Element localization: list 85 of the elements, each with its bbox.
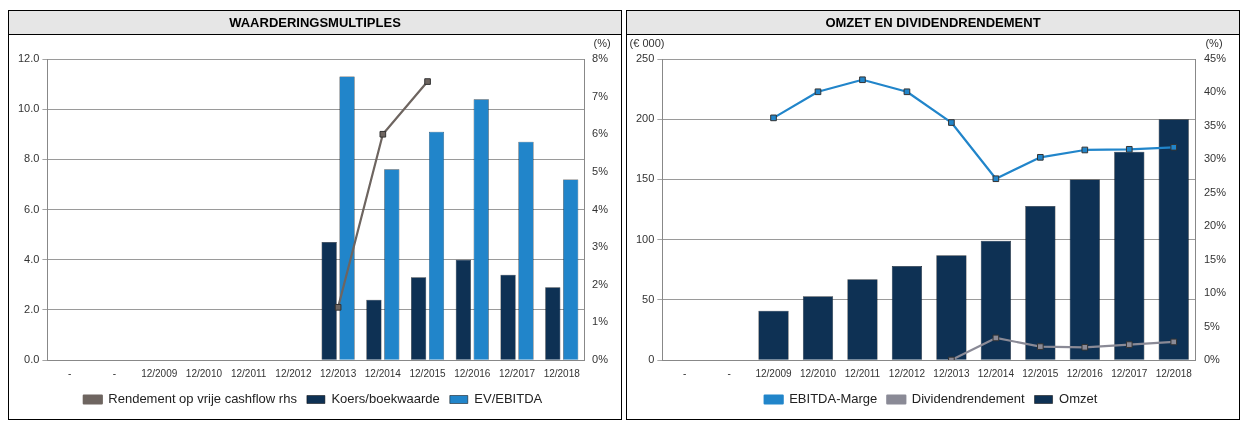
y2-tick-label: 0% [592, 353, 609, 366]
y2-tick-label: 45% [1203, 52, 1227, 65]
x-tick-label: 12/2013 [933, 367, 970, 379]
y2-tick-label: 2% [592, 277, 609, 290]
y2-tick-label: 40% [1203, 85, 1227, 98]
point [1125, 341, 1133, 348]
point [1170, 338, 1178, 346]
x-tick-label: - [112, 367, 117, 379]
x-tick-label: 12/2014 [364, 367, 402, 379]
x-tick-label: 12/2016 [1066, 367, 1104, 379]
y2-tick-label: 25% [1203, 185, 1227, 198]
point [1170, 143, 1178, 151]
y2-tick-label: 0% [1203, 353, 1221, 366]
legend-label: EV/EBITDA [474, 391, 543, 407]
y2-tick-label: 20% [1203, 219, 1227, 232]
chart-title: WAARDERINGSMULTIPLES [9, 11, 621, 35]
y2-tick-label: 15% [1203, 252, 1227, 265]
x-tick-label: 12/2018 [543, 367, 581, 379]
chart-title: OMZET EN DIVIDENDRENDEMENT [627, 11, 1239, 35]
y-tick-label: 150 [635, 172, 655, 185]
x-tick-label: 12/2012 [275, 367, 312, 379]
y-tick-label: 50 [642, 292, 655, 305]
y2-tick-label: 8% [592, 52, 609, 65]
x-tick-label: 12/2009 [141, 367, 178, 379]
x-tick-label: 12/2011 [844, 367, 881, 379]
y-tick-label: 12.0 [17, 52, 40, 65]
x-tick-label: 12/2010 [799, 367, 837, 379]
y2-tick-label: 5% [592, 164, 609, 177]
y-tick-label: 0 [648, 353, 655, 366]
y2-axis-title: (%) [593, 36, 611, 49]
point [814, 88, 822, 96]
x-tick-label: 12/2014 [977, 367, 1015, 379]
x-tick-label: - [68, 367, 72, 379]
point [859, 76, 866, 84]
y2-tick-label: 3% [592, 240, 609, 253]
point [424, 78, 431, 85]
y-tick-label: 6.0 [24, 202, 40, 215]
x-tick-label: - [727, 367, 731, 379]
y2-tick-label: 5% [1203, 319, 1221, 332]
y2-tick-label: 35% [1203, 118, 1227, 131]
legend-label: Dividendrendement [911, 391, 1025, 407]
x-tick-label: - [682, 367, 687, 379]
legend-label: EBITDA-Marge [789, 391, 878, 407]
y-axis-title: (€ 000) [629, 36, 665, 49]
y2-tick-label: 6% [592, 127, 609, 140]
point [770, 114, 777, 122]
y-tick-label: 8.0 [24, 152, 40, 165]
legend-label: Rendement op vrije cashflow rhs [108, 391, 298, 407]
point [948, 119, 955, 126]
y-tick-label: 100 [635, 232, 655, 245]
point [1081, 343, 1089, 351]
x-tick-label: 12/2015 [1022, 367, 1059, 379]
point [1081, 146, 1089, 154]
point [1125, 145, 1133, 153]
legend-label: Omzet [1059, 391, 1098, 407]
y-tick-label: 2.0 [24, 302, 40, 315]
y-tick-label: 10.0 [17, 102, 40, 115]
x-tick-label: 12/2012 [888, 367, 926, 379]
point [992, 334, 1000, 342]
point [1037, 343, 1044, 350]
x-tick-label: 12/2017 [498, 367, 536, 379]
x-tick-label: 12/2016 [454, 367, 491, 379]
y2-axis-title: (%) [1205, 36, 1223, 49]
y-tick-label: 200 [635, 112, 655, 125]
x-tick-label: 12/2018 [1155, 367, 1193, 379]
x-tick-label: 12/2015 [409, 367, 447, 379]
x-tick-label: 12/2009 [755, 367, 793, 379]
legend-label: Koers/boekwaarde [331, 391, 440, 407]
y2-tick-label: 7% [592, 89, 609, 102]
y2-tick-label: 30% [1203, 152, 1227, 165]
point [903, 88, 911, 96]
x-tick-label: 12/2017 [1111, 367, 1148, 379]
x-tick-label: 12/2010 [185, 367, 223, 379]
x-tick-label: 12/2013 [320, 367, 357, 379]
y-tick-label: 250 [635, 52, 655, 65]
y2-tick-label: 10% [1203, 286, 1227, 299]
point [334, 304, 342, 311]
x-tick-label: 12/2011 [230, 367, 267, 379]
y2-tick-label: 4% [592, 202, 609, 215]
y-tick-label: 4.0 [24, 252, 40, 265]
point [992, 175, 1000, 183]
point [379, 130, 387, 138]
y2-tick-label: 1% [592, 315, 609, 328]
y-tick-label: 0.0 [24, 353, 40, 366]
point [1037, 154, 1044, 161]
